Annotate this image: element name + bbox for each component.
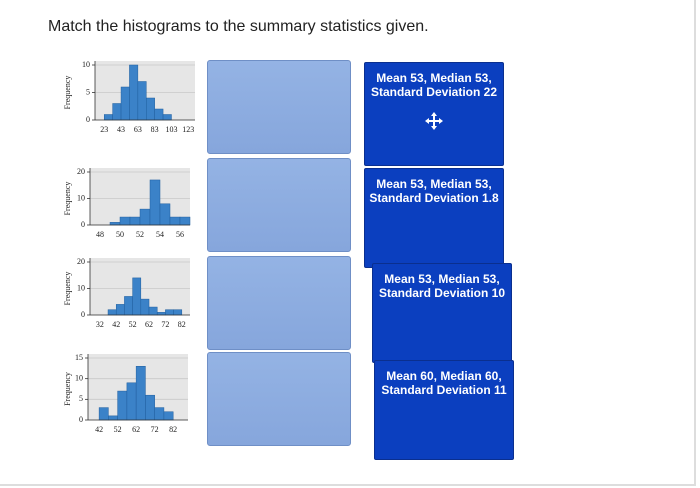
card-line: Mean 53, Median 53, xyxy=(376,177,492,191)
card-line: Mean 53, Median 53, xyxy=(376,71,492,85)
histogram-bar xyxy=(179,216,191,226)
y-axis-label: Frequency xyxy=(63,182,72,216)
histogram-bar xyxy=(103,114,113,121)
x-tick-label: 54 xyxy=(156,230,164,239)
histogram-bar xyxy=(124,296,133,316)
drop-zone[interactable] xyxy=(207,158,351,252)
answer-card[interactable]: Mean 53, Median 53, Standard Deviation 2… xyxy=(364,62,504,166)
histogram-bar xyxy=(163,411,174,421)
y-tick-label: 0 xyxy=(86,115,90,124)
x-tick-label: 82 xyxy=(169,425,177,434)
card-line: Mean 53, Median 53, xyxy=(384,272,500,286)
answer-card[interactable]: Mean 53, Median 53, Standard Deviation 1… xyxy=(364,168,504,268)
histogram-bar xyxy=(115,304,125,316)
histogram-bar xyxy=(146,97,155,121)
x-tick-label: 50 xyxy=(116,230,124,239)
card-line: Standard Deviation 10 xyxy=(378,286,506,300)
histogram-bar xyxy=(117,390,128,421)
x-tick-label: 23 xyxy=(100,125,108,134)
histogram-bar xyxy=(139,208,151,226)
histogram-bar xyxy=(145,394,155,421)
histogram-bar xyxy=(129,216,141,226)
x-tick-label: 32 xyxy=(96,320,104,329)
histogram-bar xyxy=(107,309,117,316)
move-icon xyxy=(425,112,443,130)
histogram-bar xyxy=(132,277,142,316)
histogram-bar xyxy=(112,103,122,121)
drop-zone[interactable] xyxy=(207,60,351,154)
x-tick-label: 52 xyxy=(136,230,144,239)
x-tick-label: 83 xyxy=(151,125,159,134)
drop-zone[interactable] xyxy=(207,352,351,446)
y-tick-label: 5 xyxy=(86,87,90,96)
drop-zone[interactable] xyxy=(207,256,351,350)
histogram-bar xyxy=(159,203,171,226)
y-tick-label: 20 xyxy=(77,167,85,176)
histogram-bar xyxy=(98,407,109,421)
x-tick-label: 123 xyxy=(182,125,194,134)
histogram-bar xyxy=(148,306,158,316)
x-tick-label: 56 xyxy=(176,230,184,239)
y-tick-label: 0 xyxy=(79,415,83,424)
histogram-bar xyxy=(169,216,181,226)
x-tick-label: 52 xyxy=(114,425,122,434)
answer-card[interactable]: Mean 60, Median 60, Standard Deviation 1… xyxy=(374,360,514,460)
y-axis-label: Frequency xyxy=(63,272,72,306)
x-tick-label: 52 xyxy=(129,320,137,329)
histogram-bar xyxy=(129,64,139,121)
histogram-bar xyxy=(165,309,174,316)
y-tick-label: 5 xyxy=(79,394,83,403)
answer-card[interactable]: Mean 53, Median 53, Standard Deviation 1… xyxy=(372,263,512,363)
x-tick-label: 103 xyxy=(165,125,177,134)
histogram-bar xyxy=(149,179,161,226)
y-tick-label: 10 xyxy=(77,193,85,202)
y-tick-label: 0 xyxy=(81,220,85,229)
prompt: Match the histograms to the summary stat… xyxy=(48,18,429,35)
y-tick-label: 10 xyxy=(82,60,90,69)
histogram-bar xyxy=(154,108,164,121)
x-tick-label: 82 xyxy=(178,320,186,329)
x-tick-label: 42 xyxy=(112,320,120,329)
y-axis-label: Frequency xyxy=(63,372,72,406)
histogram-bar xyxy=(119,216,131,226)
histogram-bar xyxy=(135,366,146,421)
histogram-bar xyxy=(108,415,118,421)
y-tick-label: 10 xyxy=(75,373,83,382)
histogram-bar xyxy=(137,81,147,121)
card-line: Standard Deviation 1.8 xyxy=(369,191,499,205)
x-tick-label: 62 xyxy=(145,320,153,329)
x-tick-label: 63 xyxy=(134,125,142,134)
x-tick-label: 43 xyxy=(117,125,125,134)
x-tick-label: 72 xyxy=(151,425,159,434)
x-tick-label: 62 xyxy=(132,425,140,434)
x-tick-label: 48 xyxy=(96,230,104,239)
histogram-bar xyxy=(126,382,137,421)
y-tick-label: 20 xyxy=(77,257,85,266)
histogram-bar xyxy=(154,407,165,421)
y-axis-label: Frequency xyxy=(63,76,72,110)
card-line: Standard Deviation 22 xyxy=(370,85,498,99)
card-line: Mean 60, Median 60, xyxy=(386,369,502,383)
histogram-bar xyxy=(120,86,130,121)
y-tick-label: 0 xyxy=(81,310,85,319)
histogram-bar xyxy=(173,309,183,316)
histogram-bar xyxy=(140,298,150,316)
x-tick-label: 72 xyxy=(161,320,169,329)
card-line: Standard Deviation 11 xyxy=(381,383,507,397)
y-tick-label: 10 xyxy=(77,283,85,292)
y-tick-label: 15 xyxy=(75,353,83,362)
x-tick-label: 42 xyxy=(95,425,103,434)
histogram-bar xyxy=(162,114,172,121)
